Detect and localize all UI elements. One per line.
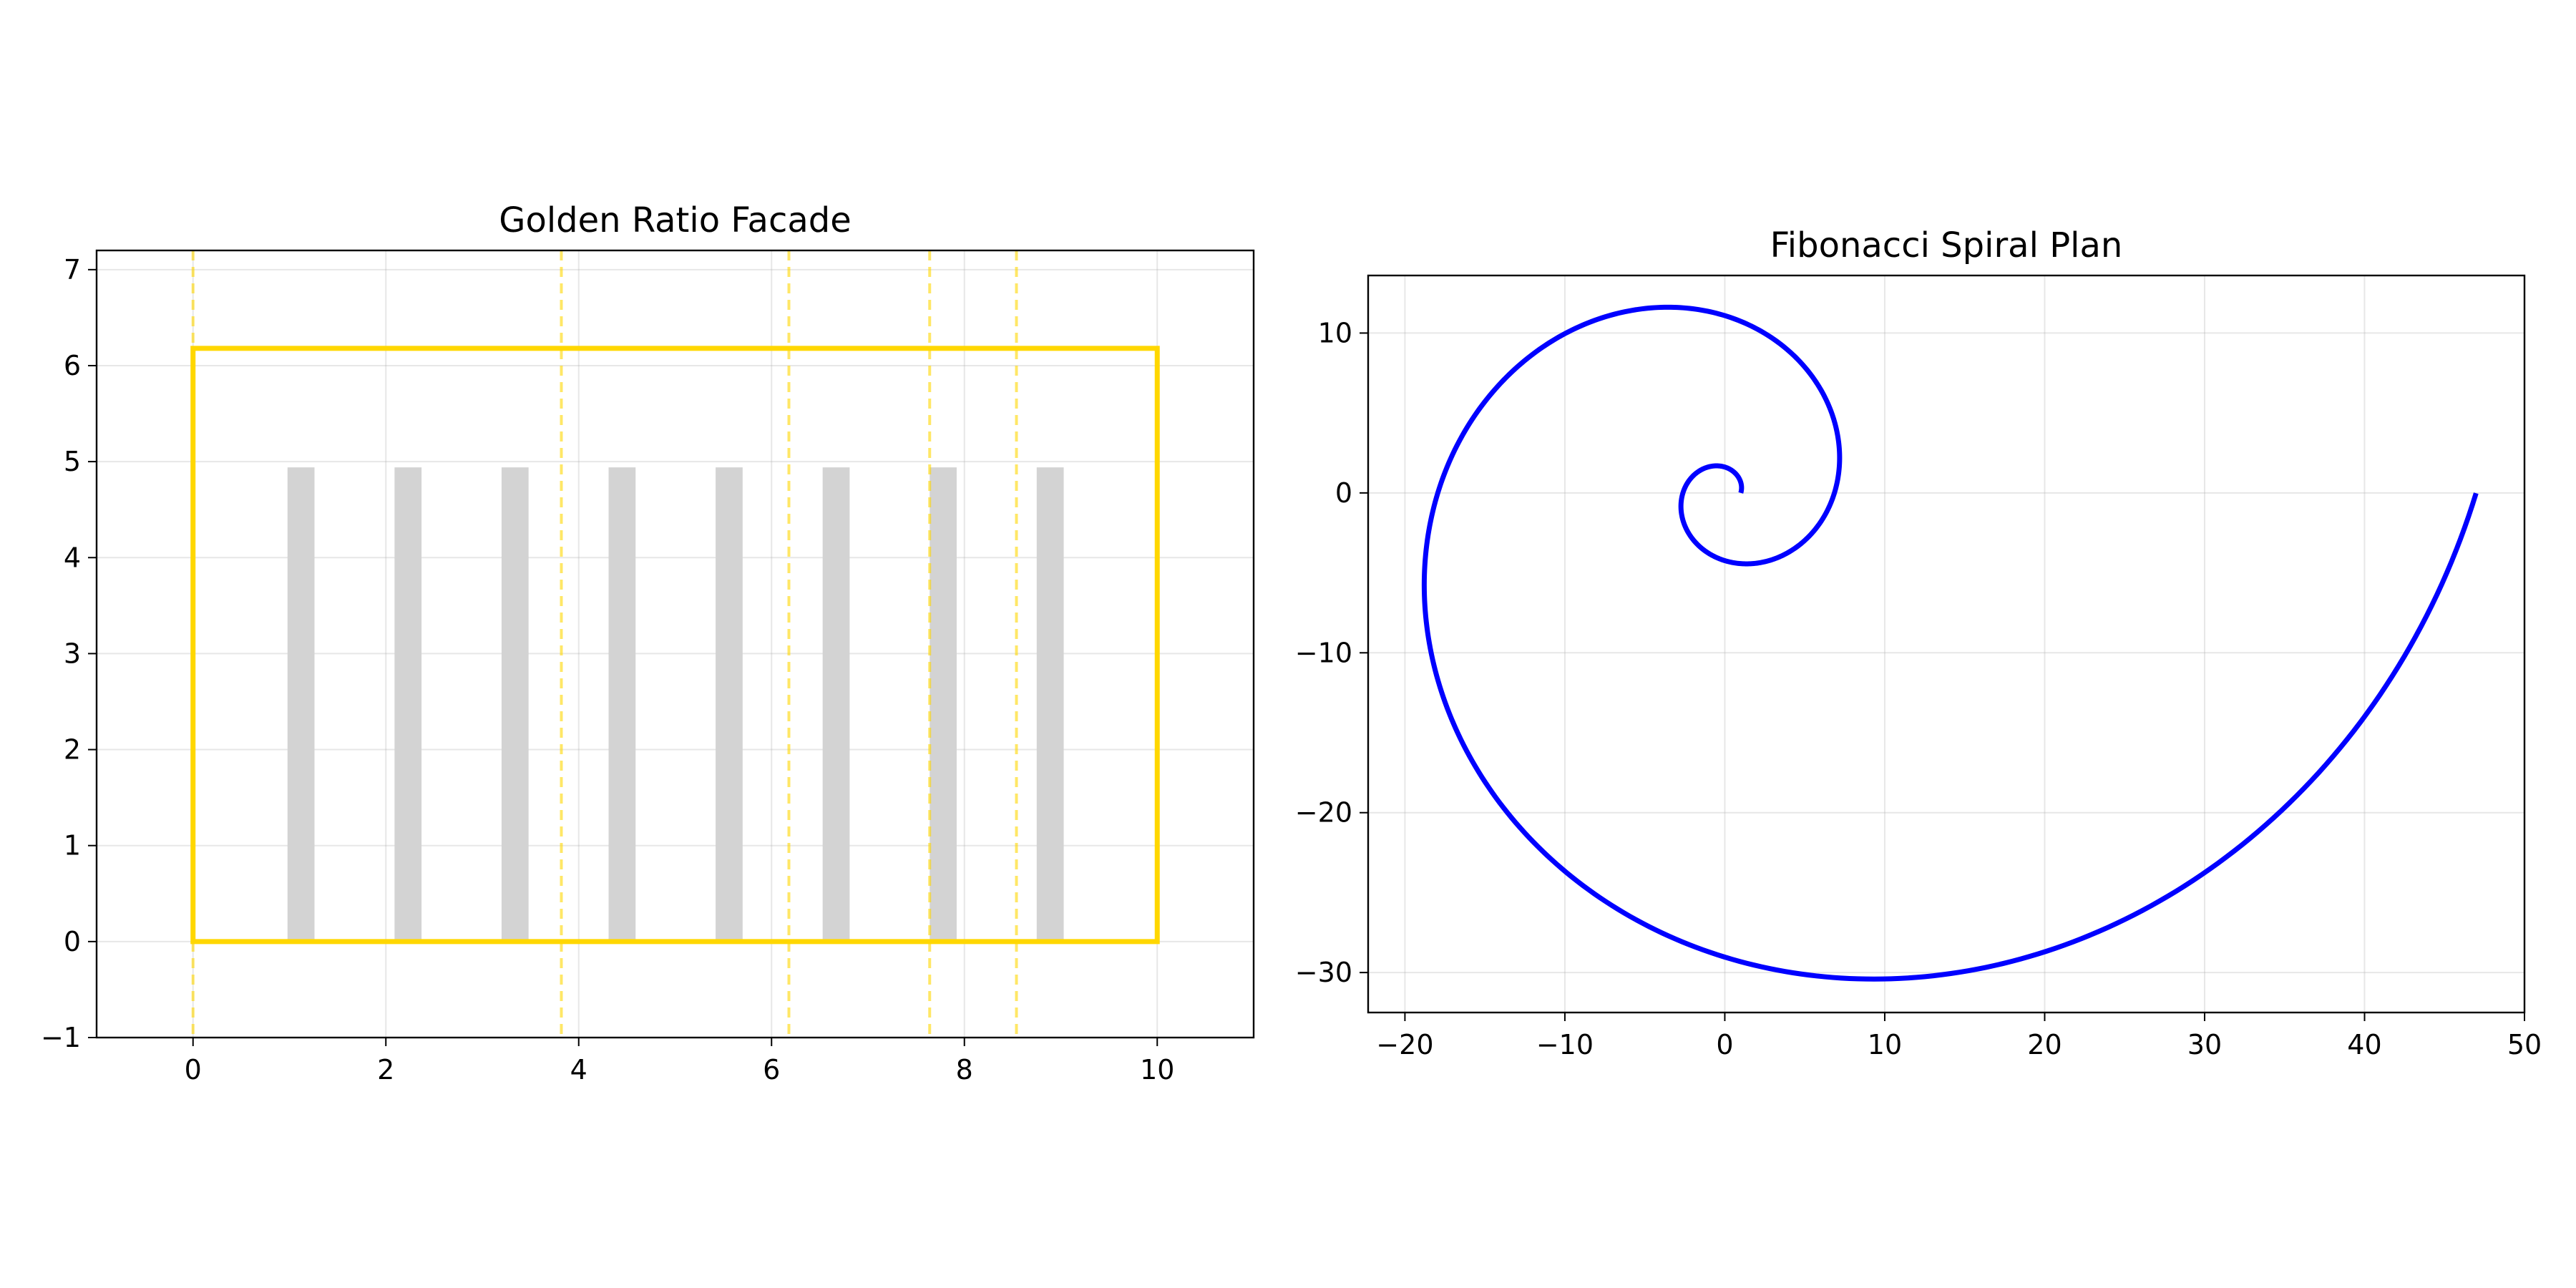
facade-windows: [287, 467, 1064, 942]
facade-window-bar: [1036, 467, 1064, 942]
y-tick-label: 4: [64, 542, 81, 573]
x-tick-label: 20: [2027, 1029, 2062, 1060]
x-tick-label: 0: [1716, 1029, 1733, 1060]
facade-window-bar: [930, 467, 957, 942]
facade-window-bar: [822, 467, 850, 942]
facade-chart: 0 2 4 6 8 10 −1 0 1 2 3 4 5 6 7 Golden Ratio Facade: [41, 200, 1255, 1085]
x-tick-label: 8: [956, 1054, 973, 1085]
y-tick-label: 10: [1318, 317, 1352, 348]
fibonacci-spiral-line: [1421, 304, 2479, 982]
y-tick-label: 1: [64, 830, 81, 862]
x-tick-label: 10: [1868, 1029, 1902, 1060]
spiral-axes-frame: [1367, 274, 2526, 1014]
x-tick-label: −20: [1376, 1029, 1433, 1060]
facade-window-bar: [287, 467, 315, 942]
y-tick-label: 6: [64, 350, 81, 381]
x-tick-label: 4: [570, 1054, 587, 1085]
x-tick-label: −10: [1536, 1029, 1594, 1060]
y-tick-label: 3: [64, 638, 81, 669]
y-tick-label: 5: [64, 446, 81, 477]
facade-outline: [190, 346, 1160, 945]
facade-window-bar: [394, 467, 422, 942]
y-tick-label: 0: [1335, 477, 1352, 509]
spiral-gridlines: [1368, 275, 2525, 1013]
y-tick-label: −20: [1295, 797, 1352, 829]
y-tick-label: −10: [1295, 637, 1352, 668]
spiral-chart: −20 −10 0 10 20 30 40 50 −30 −20 −10 0 10 Fibonacci …: [1295, 225, 2542, 1060]
facade-axes-frame: [95, 249, 1255, 1039]
x-tick-label: 2: [377, 1054, 394, 1085]
x-tick-label: 6: [763, 1054, 780, 1085]
y-tick-label: 2: [64, 734, 81, 766]
x-tick-label: 0: [185, 1054, 202, 1085]
facade-window-bar: [501, 467, 529, 942]
facade-window-bar: [716, 467, 743, 942]
y-tick-label: 0: [64, 926, 81, 957]
x-tick-label: 50: [2507, 1029, 2542, 1060]
facade-window-bar: [608, 467, 636, 942]
x-tick-label: 40: [2347, 1029, 2381, 1060]
x-tick-label: 30: [2187, 1029, 2222, 1060]
x-tick-label: 10: [1140, 1054, 1174, 1085]
y-tick-label: 7: [64, 254, 81, 286]
facade-ticks: 0 2 4 6 8 10 −1 0 1 2 3 4 5 6 7: [41, 254, 1174, 1085]
facade-chart-title: Golden Ratio Facade: [499, 200, 852, 240]
spiral-chart-title: Fibonacci Spiral Plan: [1770, 225, 2123, 265]
y-tick-label: −30: [1295, 957, 1352, 988]
facade-rectangle: [190, 346, 1160, 945]
y-tick-label: −1: [41, 1022, 81, 1053]
spiral-ticks: −20 −10 0 10 20 30 40 50 −30 −20 −10 0 10: [1295, 317, 2542, 1060]
